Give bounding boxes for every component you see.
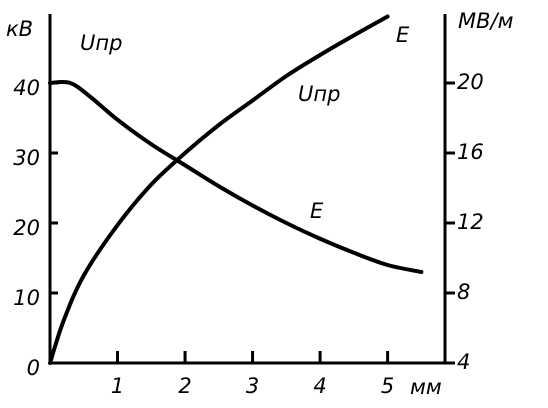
right-series-label: E [396, 23, 410, 47]
curve-label: E [310, 199, 324, 223]
y2-axis-label: МВ/м [458, 9, 514, 33]
y2-tick-label: 16 [457, 140, 484, 164]
y-tick-label: 20 [13, 216, 40, 240]
left-series-label: Uпр [80, 31, 122, 55]
y-tick-label: 0 [27, 356, 40, 380]
y2-tick-label: 8 [457, 280, 470, 304]
y2-tick-label: 4 [457, 350, 470, 374]
x-tick-label: 4 [313, 374, 326, 398]
x-tick-label: 1 [111, 374, 124, 398]
y2-tick-label: 12 [457, 210, 484, 234]
series-line [48, 79, 424, 274]
y-tick-label: 40 [13, 76, 40, 100]
x-axis-label: мм [410, 375, 442, 399]
x-tick-label: 2 [178, 374, 191, 398]
curve-label: Uпр [298, 82, 340, 106]
y-tick-label: 30 [13, 146, 40, 170]
x-tick-label: 5 [381, 374, 394, 398]
y-axis-label: кВ [6, 17, 33, 41]
series-line [48, 14, 390, 365]
y2-tick-label: 20 [457, 70, 484, 94]
x-tick-label: 3 [246, 374, 259, 398]
y-tick-label: 10 [13, 286, 40, 310]
